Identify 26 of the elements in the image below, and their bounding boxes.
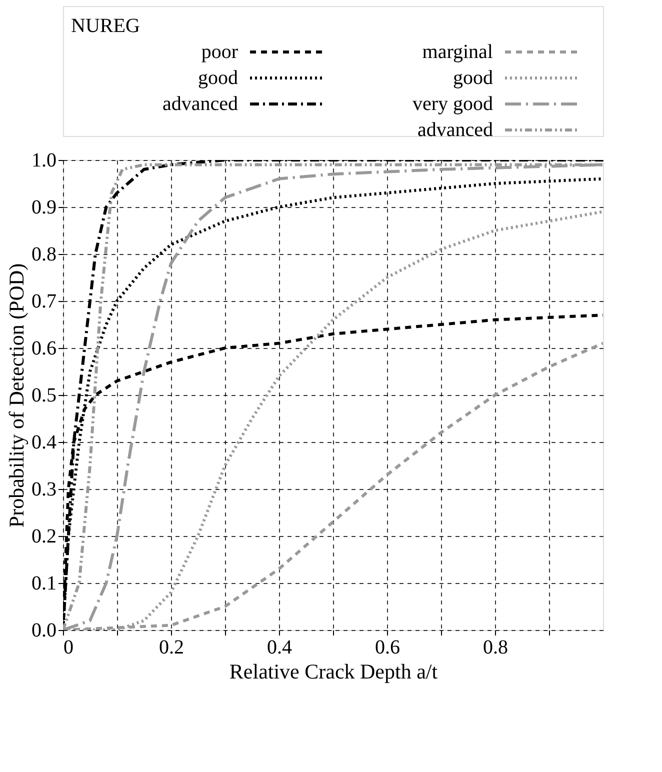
legend-label: good (453, 67, 493, 89)
x-axis-title: Relative Crack Depth a/t (229, 660, 438, 684)
y-tick-label: 0.0 (32, 620, 56, 642)
legend-label: advanced (162, 93, 238, 115)
legend-label: poor (201, 41, 238, 63)
y-tick-label: 0.9 (32, 196, 56, 218)
y-tick-label: 0.8 (32, 244, 56, 266)
y-tick-label: 0.5 (32, 384, 56, 406)
y-tick-label: 0.1 (32, 572, 56, 594)
x-tick-label: 0.6 (375, 636, 400, 658)
legend-title: NUREG (71, 15, 140, 37)
legend-label: very good (412, 93, 493, 115)
legend-label: marginal (422, 41, 494, 63)
x-tick-label: 0.2 (159, 636, 184, 658)
y-tick-label: 0.3 (32, 478, 56, 500)
legend-label: good (198, 67, 238, 89)
y-tick-label: 0.7 (32, 290, 56, 312)
x-tick-label: 0.8 (483, 636, 508, 658)
x-tick-label: 0 (64, 636, 74, 658)
y-tick-label: 1.0 (32, 150, 56, 172)
y-axis-title: Probability of Detection (POD) (4, 263, 28, 528)
y-tick-label: 0.6 (32, 338, 56, 360)
y-tick-label: 0.2 (32, 526, 56, 548)
x-tick-label: 0.4 (267, 636, 292, 658)
legend-label: advanced (417, 119, 493, 141)
y-tick-label: 0.4 (32, 432, 56, 454)
